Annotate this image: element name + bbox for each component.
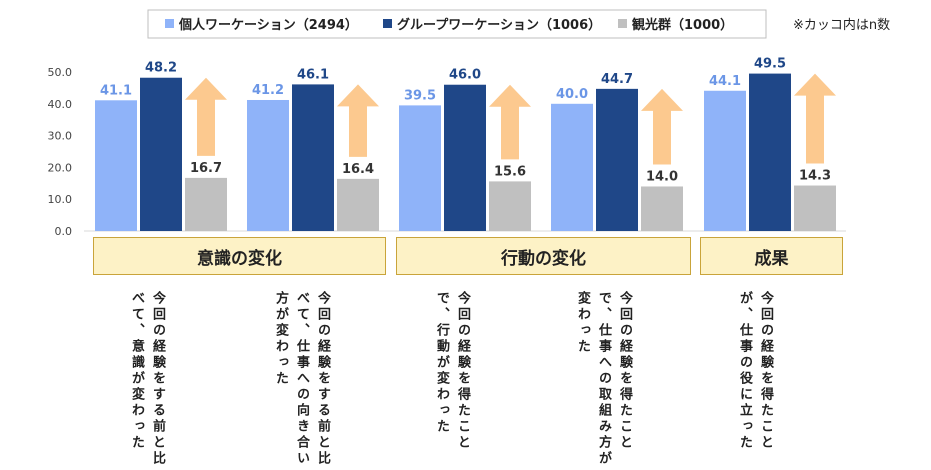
bar-1-3: [399, 105, 441, 231]
category-label-3: 今回の経験を得たことで、行動が変わった: [434, 291, 470, 451]
bar-1-2: [247, 99, 289, 231]
data-label-1-4: 40.0: [556, 87, 588, 102]
data-label-3-3: 15.6: [494, 164, 526, 179]
data-label-2-4: 44.7: [601, 72, 633, 87]
data-label-2-1: 48.2: [145, 61, 177, 76]
y-tick-label: 20.0: [48, 161, 73, 174]
bar-2-3: [444, 84, 486, 231]
legend-box: [147, 9, 767, 39]
legend-swatch-1: [165, 19, 174, 28]
y-tick-label: 40.0: [48, 98, 73, 111]
bar-3-5: [794, 185, 836, 231]
data-label-3-2: 16.4: [342, 162, 374, 177]
legend: 個人ワーケーション（2494） グループワーケーション（1006） 観光群（1000…: [147, 9, 767, 39]
data-label-3-4: 14.0: [646, 169, 678, 184]
bars: [95, 73, 836, 232]
up-arrow-5: [794, 73, 836, 164]
bar-2-2: [292, 84, 334, 231]
up-arrow-2: [337, 84, 379, 157]
data-label-2-2: 46.1: [297, 67, 329, 82]
legend-label-1: 個人ワーケーション（2494）: [178, 17, 358, 33]
group-label-awareness: 意識の変化: [93, 237, 386, 275]
data-label-1-2: 41.2: [252, 83, 284, 98]
category-label-4: 今回の経験を得たことで、仕事への取組み方が変わった: [575, 291, 632, 467]
data-label-2-5: 49.5: [754, 57, 786, 72]
bar-3-3: [489, 181, 531, 231]
data-label-1-1: 41.1: [100, 83, 132, 98]
legend-label-2: グループワーケーション（1006）: [397, 17, 601, 33]
group-label-results: 成果: [700, 237, 843, 275]
legend-swatch-2: [383, 19, 392, 28]
legend-label-3: 観光群（1000）: [631, 17, 733, 33]
up-arrow-4: [641, 88, 683, 165]
data-labels: 41.1 48.2 16.7 41.2 46.1 16.4 39.5 46.0 15.6 40.0…: [100, 57, 831, 185]
bar-3-4: [641, 186, 683, 231]
y-tick-label: 0.0: [55, 225, 73, 238]
category-label-5: 今回の経験を得たことが、仕事の役に立った: [737, 291, 773, 451]
bar-1-1: [95, 100, 137, 231]
up-arrow-1: [185, 77, 227, 156]
bar-2-5: [749, 73, 791, 231]
up-arrow-3: [489, 84, 531, 160]
legend-swatch-3: [618, 19, 627, 28]
category-label-2: 今回の経験をする前と比べて、仕事への向き合い方が変わった: [273, 291, 330, 467]
bar-1-5: [704, 90, 746, 232]
group-label-behavior: 行動の変化: [396, 237, 691, 275]
bar-3-2: [337, 178, 379, 231]
arrows: [185, 73, 836, 165]
data-label-2-3: 46.0: [449, 68, 481, 83]
bar-2-4: [596, 88, 638, 231]
data-label-3-1: 16.7: [190, 161, 222, 176]
sample-size-note: ※カッコ内はn数: [793, 18, 891, 33]
bar-2-1: [140, 77, 182, 231]
bar-3-1: [185, 177, 227, 231]
data-label-1-3: 39.5: [404, 88, 436, 103]
y-tick-label: 10.0: [48, 193, 73, 206]
data-label-1-5: 44.1: [709, 74, 741, 89]
bar-1-4: [551, 103, 593, 231]
y-tick-label: 50.0: [48, 66, 73, 79]
category-label-1: 今回の経験をする前と比べて、意識が変わった: [129, 291, 165, 467]
data-label-3-5: 14.3: [799, 169, 831, 184]
y-tick-label: 30.0: [48, 130, 73, 143]
